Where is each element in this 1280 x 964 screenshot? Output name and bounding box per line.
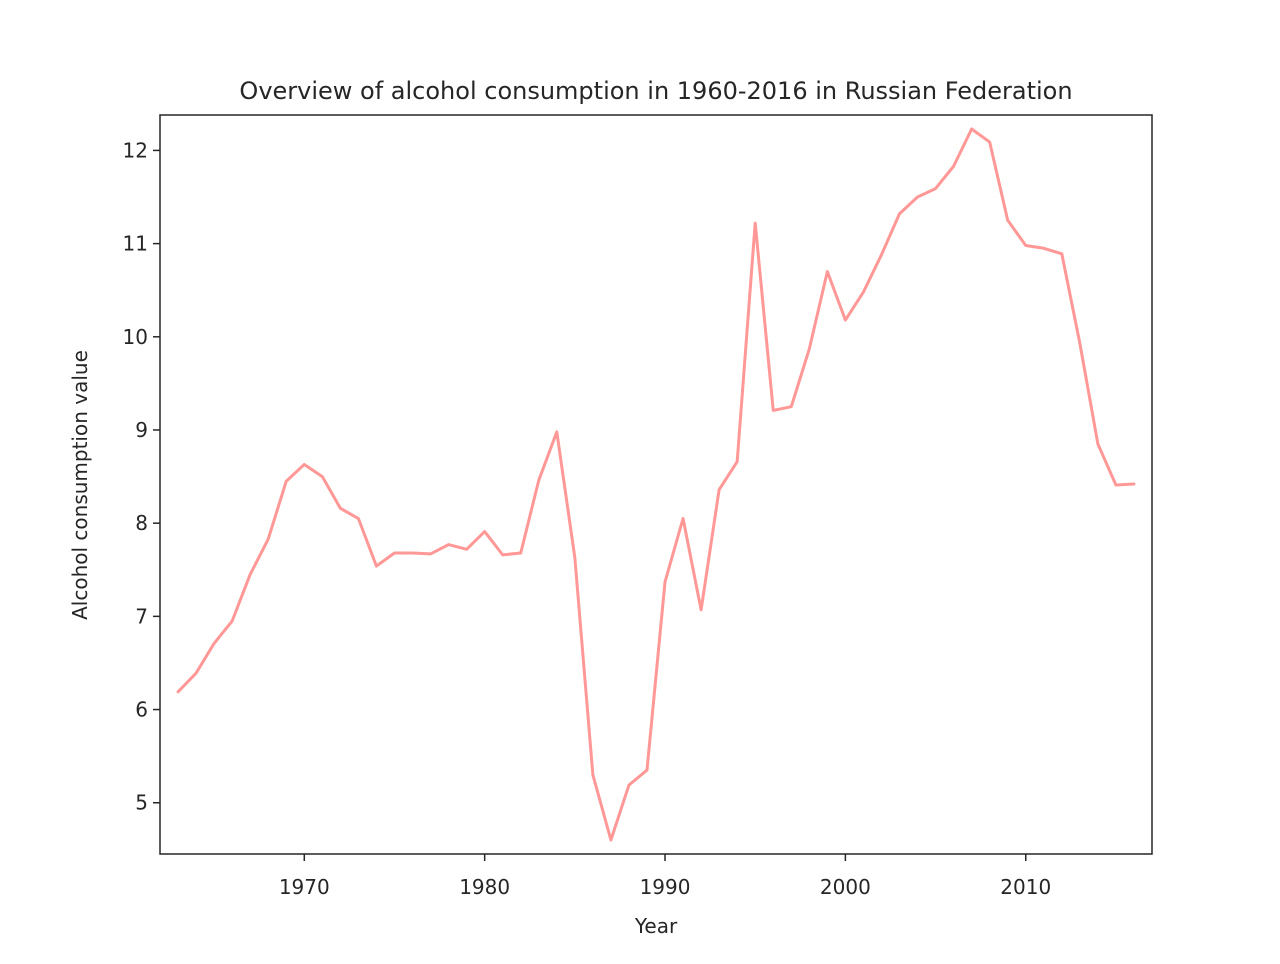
data-point — [682, 517, 684, 520]
x-tick-label: 2010 — [1000, 875, 1051, 899]
x-tick-label: 1980 — [459, 875, 510, 899]
data-point — [754, 222, 757, 225]
data-point — [321, 475, 324, 478]
data-point — [339, 507, 342, 510]
y-tick-label: 8 — [135, 511, 148, 535]
y-tick-label: 5 — [135, 791, 148, 815]
data-point — [880, 253, 883, 256]
y-axis-ticks: 5 6 7 8 9 10 11 12 — [123, 138, 160, 815]
data-point — [429, 553, 432, 555]
x-axis-label: Year — [634, 914, 678, 938]
data-point — [483, 530, 486, 533]
y-tick-label: 7 — [135, 604, 148, 628]
data-point — [718, 488, 721, 491]
data-point — [610, 839, 612, 841]
data-point — [465, 548, 468, 551]
x-axis-ticks: 1970 1980 1990 2000 2010 — [279, 854, 1051, 899]
data-point — [700, 608, 702, 611]
data-point — [573, 556, 576, 559]
data-point — [213, 642, 216, 645]
data-point — [1006, 219, 1009, 222]
data-point — [357, 517, 360, 520]
data-point — [970, 128, 973, 130]
data-point — [790, 405, 793, 408]
data-point — [898, 212, 901, 215]
y-tick-label: 6 — [135, 698, 148, 722]
y-tick-label: 12 — [123, 138, 148, 162]
data-point — [267, 538, 270, 540]
x-tick-label: 1970 — [279, 875, 330, 899]
data-point — [736, 460, 739, 463]
data-point — [1133, 483, 1135, 485]
data-point — [988, 141, 991, 143]
data-point — [231, 620, 234, 622]
data-point — [501, 553, 504, 556]
data-point — [646, 769, 648, 772]
data-point — [1115, 484, 1117, 486]
data-point — [952, 165, 955, 168]
y-tick-label: 10 — [123, 325, 148, 349]
data-point — [844, 319, 847, 321]
data-point — [772, 409, 775, 412]
data-point — [591, 773, 594, 776]
data-point — [411, 552, 414, 554]
y-axis-label: Alcohol consumption value — [68, 350, 92, 620]
data-point — [447, 543, 450, 546]
data-point — [1042, 247, 1045, 250]
data-point — [664, 580, 666, 583]
data-point — [249, 573, 252, 576]
data-point — [375, 565, 378, 567]
data-point — [177, 690, 179, 693]
y-tick-label: 11 — [123, 232, 148, 256]
plot-frame — [159, 114, 1153, 855]
y-tick-label: 9 — [135, 418, 148, 442]
data-point — [303, 463, 306, 466]
data-point — [393, 552, 396, 554]
data-point — [862, 291, 865, 293]
data-point — [916, 196, 919, 198]
data-point — [934, 187, 937, 190]
data-point — [519, 552, 522, 554]
data-point — [195, 672, 197, 675]
data-point — [826, 270, 829, 273]
data-point — [628, 784, 630, 786]
x-tick-label: 1990 — [640, 875, 691, 899]
data-point — [1060, 252, 1063, 255]
data-point — [555, 430, 558, 433]
data-point — [808, 348, 811, 350]
chart-title: Overview of alcohol consumption in 1960-… — [239, 77, 1072, 105]
data-point — [537, 479, 540, 482]
data-point — [1078, 342, 1081, 345]
data-point — [285, 480, 288, 483]
x-tick-label: 2000 — [820, 875, 871, 899]
data-point — [1096, 443, 1099, 445]
data-point — [1024, 244, 1027, 247]
series-line — [176, 127, 1136, 842]
data-points — [177, 128, 1135, 841]
